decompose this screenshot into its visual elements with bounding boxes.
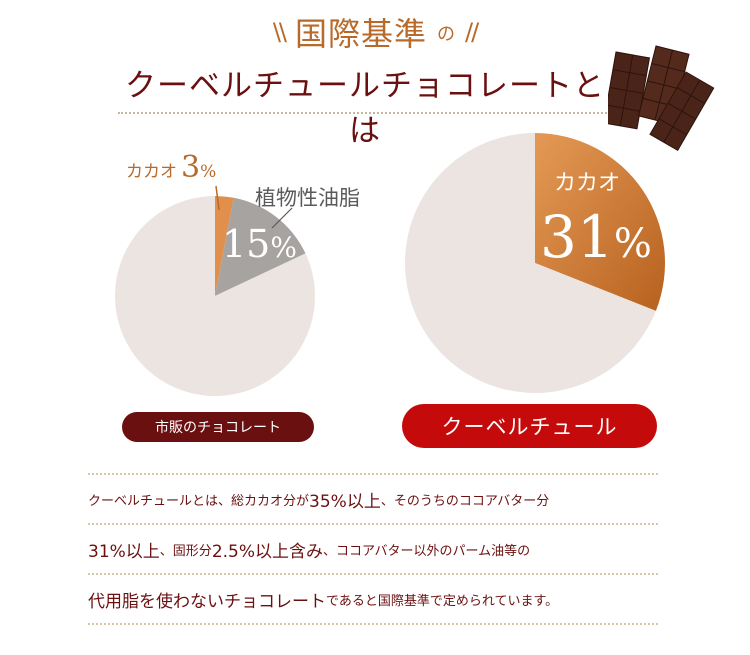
label-cacao-3-pct: % (200, 162, 217, 182)
description-line-2: 31%以上 、固形分 2.5%以上含み 、ココアバター以外のパーム油等の (88, 525, 658, 573)
pie-slice-植物性油脂 (215, 197, 306, 296)
description-segment: 31%以上 (88, 541, 160, 562)
description-divider (88, 623, 658, 625)
veg-leader-line (271, 207, 293, 229)
label-cacao-3-value: 3 (181, 150, 201, 185)
description-segment: 、そのうちのココアバター分 (380, 493, 550, 509)
label-cacao-3-text: カカオ (126, 162, 177, 182)
label-vegetable-fat-15: 15% (222, 222, 297, 266)
pie-charts (114, 133, 666, 397)
market-chocolate-button[interactable]: 市販のチョコレート (122, 412, 314, 442)
chocolate-bars-image (608, 45, 715, 152)
description-divider (88, 573, 658, 575)
kicker-main: 国際基準 (294, 15, 427, 53)
description-segment: 総カカオ分が (231, 493, 310, 509)
description-line-3: 代用脂を使わないチョコレート であると国際基準で定められています。 (88, 575, 658, 623)
pie-slice-remainder (405, 133, 656, 393)
kicker: \\ 国際基準 の // (220, 14, 530, 53)
pie-slice-remainder (114, 196, 315, 397)
description: クーベルチュールとは、 総カカオ分が 35%以上 、そのうちのココアバター分 3… (88, 473, 658, 625)
label-cacao-31-text: カカオ (554, 171, 621, 196)
description-divider (88, 523, 658, 525)
description-segment: 、固形分 (159, 543, 212, 559)
header: \\ 国際基準 の // クーベルチュールチョコレートとは (0, 0, 750, 149)
cacao3-leader-line (215, 185, 220, 211)
pie-slice-カカオ (535, 133, 666, 311)
label-vegetable-fat: 植物性油脂 (255, 186, 360, 210)
slash-ornament-right: // (465, 18, 479, 46)
label-cacao-31-pct: % (613, 221, 652, 267)
label-cacao-31-value: 31 (540, 203, 614, 271)
description-segment: 35%以上 (309, 491, 381, 512)
kicker-suffix: の (437, 24, 455, 45)
description-divider (88, 473, 658, 475)
pie-market (114, 196, 315, 397)
pie-couverture (405, 133, 666, 393)
couverture-button[interactable]: クーベルチュール (402, 404, 657, 448)
description-segment: 代用脂を使わないチョコレート (88, 591, 326, 612)
label-vegetable-fat-value: 15 (222, 222, 271, 266)
description-segment: であると国際基準で定められています。 (326, 593, 559, 609)
slash-ornament-left: \\ (272, 18, 287, 46)
page-title: クーベルチュールチョコレートとは (125, 68, 605, 149)
label-cacao-31: 31% (540, 203, 652, 271)
pie-slice-カカオ (215, 196, 234, 296)
label-cacao-3: カカオ 3% (126, 150, 216, 185)
description-segment: 、ココアバター以外のパーム油等の (323, 543, 531, 559)
label-vegetable-fat-pct: % (270, 231, 297, 264)
description-line-1: クーベルチュールとは、 総カカオ分が 35%以上 、そのうちのココアバター分 (88, 475, 658, 523)
description-segment: 2.5%以上含み (211, 541, 324, 562)
description-segment: クーベルチュールとは、 (88, 493, 232, 509)
title-divider (118, 112, 618, 114)
